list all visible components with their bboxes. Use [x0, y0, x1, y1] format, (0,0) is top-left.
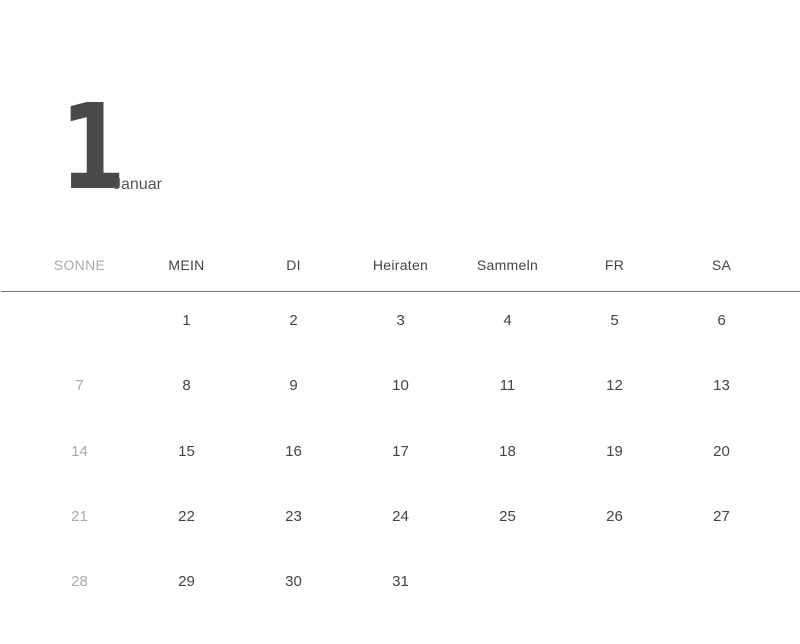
- day-cell: 9: [289, 377, 298, 395]
- day-cell: 2: [289, 312, 298, 329]
- day-cell: 12: [606, 377, 623, 395]
- day-cell: 15: [178, 442, 195, 460]
- day-cell: 24: [392, 507, 409, 525]
- day-cell: 16: [285, 442, 302, 460]
- day-cell: 18: [499, 442, 516, 460]
- day-number: 1: [60, 78, 126, 216]
- weekday-header: DI: [286, 257, 301, 273]
- day-cell: 26: [606, 507, 623, 525]
- weekday-header: SONNE: [53, 257, 106, 273]
- day-cell: 4: [503, 312, 512, 329]
- day-cell: 7: [75, 377, 84, 395]
- day-cell: 27: [713, 507, 730, 525]
- day-cell: 17: [392, 442, 409, 460]
- day-cell: 21: [71, 507, 88, 525]
- day-cell: 31: [392, 573, 409, 591]
- day-cell: 6: [717, 312, 726, 329]
- weekday-header: Heiraten: [372, 257, 429, 273]
- day-cell: 25: [499, 507, 516, 525]
- day-cell: 13: [713, 377, 730, 395]
- day-cell: 11: [499, 377, 516, 395]
- day-cell: 14: [71, 442, 88, 460]
- day-cell: 29: [178, 573, 195, 591]
- header-divider: [1, 291, 800, 292]
- day-cell: 10: [392, 377, 409, 395]
- day-cell: 1: [182, 312, 191, 329]
- day-cell: 23: [285, 507, 302, 525]
- day-cell: 8: [182, 377, 191, 395]
- weekday-header: Sammeln: [476, 257, 539, 273]
- day-cell: 28: [71, 573, 88, 591]
- weekday-header: MEIN: [168, 257, 205, 273]
- day-cell: 30: [285, 573, 302, 591]
- month-name: Januar: [113, 176, 162, 193]
- day-cell: 22: [178, 507, 195, 525]
- weekday-header: FR: [604, 257, 625, 273]
- day-cell: 3: [396, 312, 405, 329]
- weekday-header: SA: [711, 257, 732, 273]
- day-cell: 19: [606, 442, 623, 460]
- day-cell: 5: [610, 312, 619, 329]
- day-cell: 20: [713, 442, 730, 460]
